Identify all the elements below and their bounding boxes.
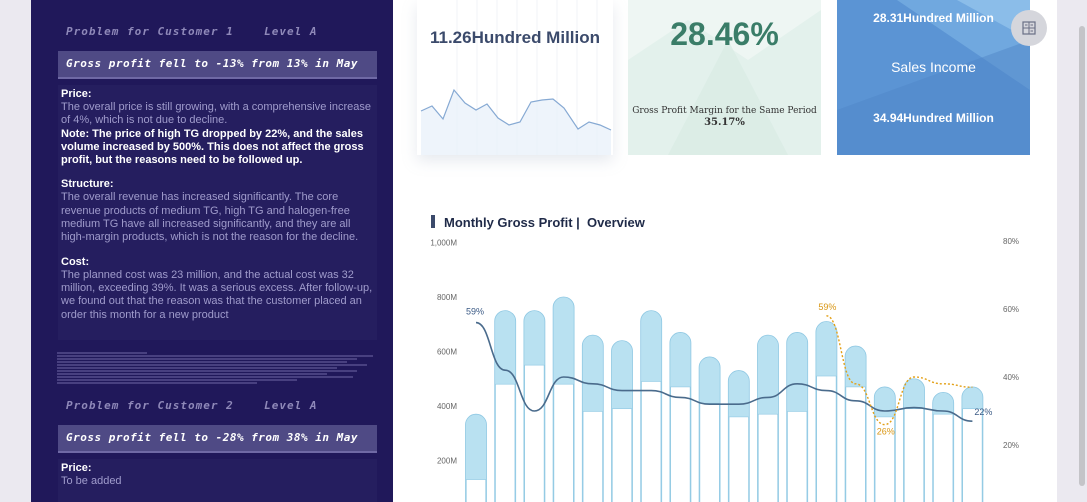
bar-inner bbox=[670, 386, 691, 502]
bar-inner bbox=[612, 408, 633, 502]
kpi2-decoration bbox=[628, 10, 821, 155]
settings-grid-icon bbox=[1022, 21, 1036, 35]
bar-inner bbox=[845, 386, 866, 502]
data-label: 59% bbox=[818, 302, 836, 312]
scrollbar[interactable] bbox=[1079, 26, 1085, 486]
data-label: 26% bbox=[877, 427, 895, 437]
kpi-sales-label: Sales Income bbox=[891, 59, 976, 75]
bar-inner bbox=[495, 383, 516, 502]
structure-heading: Structure: bbox=[61, 178, 114, 191]
price-text-2: To be added bbox=[61, 475, 122, 487]
kpi-sales-bottom-value: 34.94Hundred Million bbox=[873, 111, 994, 125]
kpi-margin-value: 28.46% bbox=[670, 16, 779, 52]
data-label: 22% bbox=[974, 407, 992, 417]
kpi-card-gross-profit: 11.26Hundred Million bbox=[417, 0, 613, 155]
price-heading: Price: bbox=[61, 88, 92, 100]
y2-tick-label: 40% bbox=[1003, 373, 1019, 382]
bar-inner bbox=[641, 381, 662, 502]
y2-tick-label: 20% bbox=[1003, 441, 1019, 450]
bar-inner bbox=[582, 411, 603, 502]
y2-tick-label: 80% bbox=[1003, 237, 1019, 246]
bar-inner bbox=[524, 364, 545, 502]
kpi3-decoration bbox=[837, 0, 1030, 155]
bar-inner bbox=[553, 383, 574, 502]
problem-1-banner: Gross profit fell to -13% from 13% in Ma… bbox=[58, 51, 377, 79]
price-text: The overall price is still growing, with… bbox=[61, 101, 371, 127]
bar-inner bbox=[874, 416, 895, 502]
y-tick-label: 400M bbox=[437, 402, 457, 411]
kpi-sales-top-value: 28.31Hundred Million bbox=[873, 11, 994, 25]
problem-2-banner: Gross profit fell to -28% from 38% in Ma… bbox=[58, 425, 377, 453]
bar-inner bbox=[757, 413, 778, 502]
chart-title-marker bbox=[431, 215, 435, 228]
bar-inner bbox=[699, 402, 720, 502]
kpi-card-margin: 28.46% Gross Profit Margin for the Same … bbox=[628, 0, 821, 155]
y-tick-label: 1,000M bbox=[430, 239, 457, 248]
data-label: 59% bbox=[466, 307, 484, 317]
problem-1-title: Problem for Customer 1 Level A bbox=[66, 25, 318, 38]
cost-text: The planned cost was 23 million, and the… bbox=[61, 268, 373, 321]
kpi-gross-profit-value: 11.26Hundred Million bbox=[429, 28, 601, 47]
settings-button[interactable] bbox=[1011, 10, 1047, 46]
price-heading-2: Price: bbox=[61, 462, 92, 474]
bar-inner bbox=[816, 375, 837, 502]
y-tick-label: 800M bbox=[437, 293, 457, 302]
kpi-margin-previous: 35.17% bbox=[704, 117, 745, 128]
bar-inner bbox=[933, 413, 954, 502]
sparkline-chart bbox=[420, 0, 612, 155]
series-line-dark bbox=[475, 321, 973, 422]
monthly-gross-profit-chart: 1,000M 800M 600M 400M 200M 80% 60% 40% 20% 59% 22%… bbox=[430, 237, 1019, 502]
problem-2-title: Problem for Customer 2 Level A bbox=[66, 399, 318, 412]
chart-title: Monthly Gross Profit | Overview bbox=[444, 215, 645, 230]
y2-tick-label: 60% bbox=[1003, 305, 1019, 314]
y-tick-label: 200M bbox=[437, 457, 457, 466]
problem-2-body: Price: To be added bbox=[58, 459, 377, 502]
bar-inner bbox=[903, 408, 924, 502]
bar-inner bbox=[962, 408, 983, 502]
y-tick-label: 600M bbox=[437, 348, 457, 357]
problem-1-body: Price: The overall price is still growin… bbox=[58, 85, 377, 340]
kpi-margin-label: Gross Profit Margin for the Same Period bbox=[632, 106, 817, 116]
bar-inner bbox=[466, 479, 487, 502]
bar-inner bbox=[787, 411, 808, 502]
problems-panel: Problem for Customer 1 Level A Gross pro… bbox=[31, 0, 393, 502]
decorative-lines bbox=[57, 352, 373, 384]
bar-inner bbox=[728, 416, 749, 502]
structure-text: The overall revenue has increased signif… bbox=[61, 191, 359, 244]
kpi-card-sales-income: 28.31Hundred Million Sales Income 34.94H… bbox=[837, 0, 1030, 155]
price-note: Note: The price of high TG dropped by 22… bbox=[61, 127, 364, 167]
cost-heading: Cost: bbox=[61, 255, 90, 268]
